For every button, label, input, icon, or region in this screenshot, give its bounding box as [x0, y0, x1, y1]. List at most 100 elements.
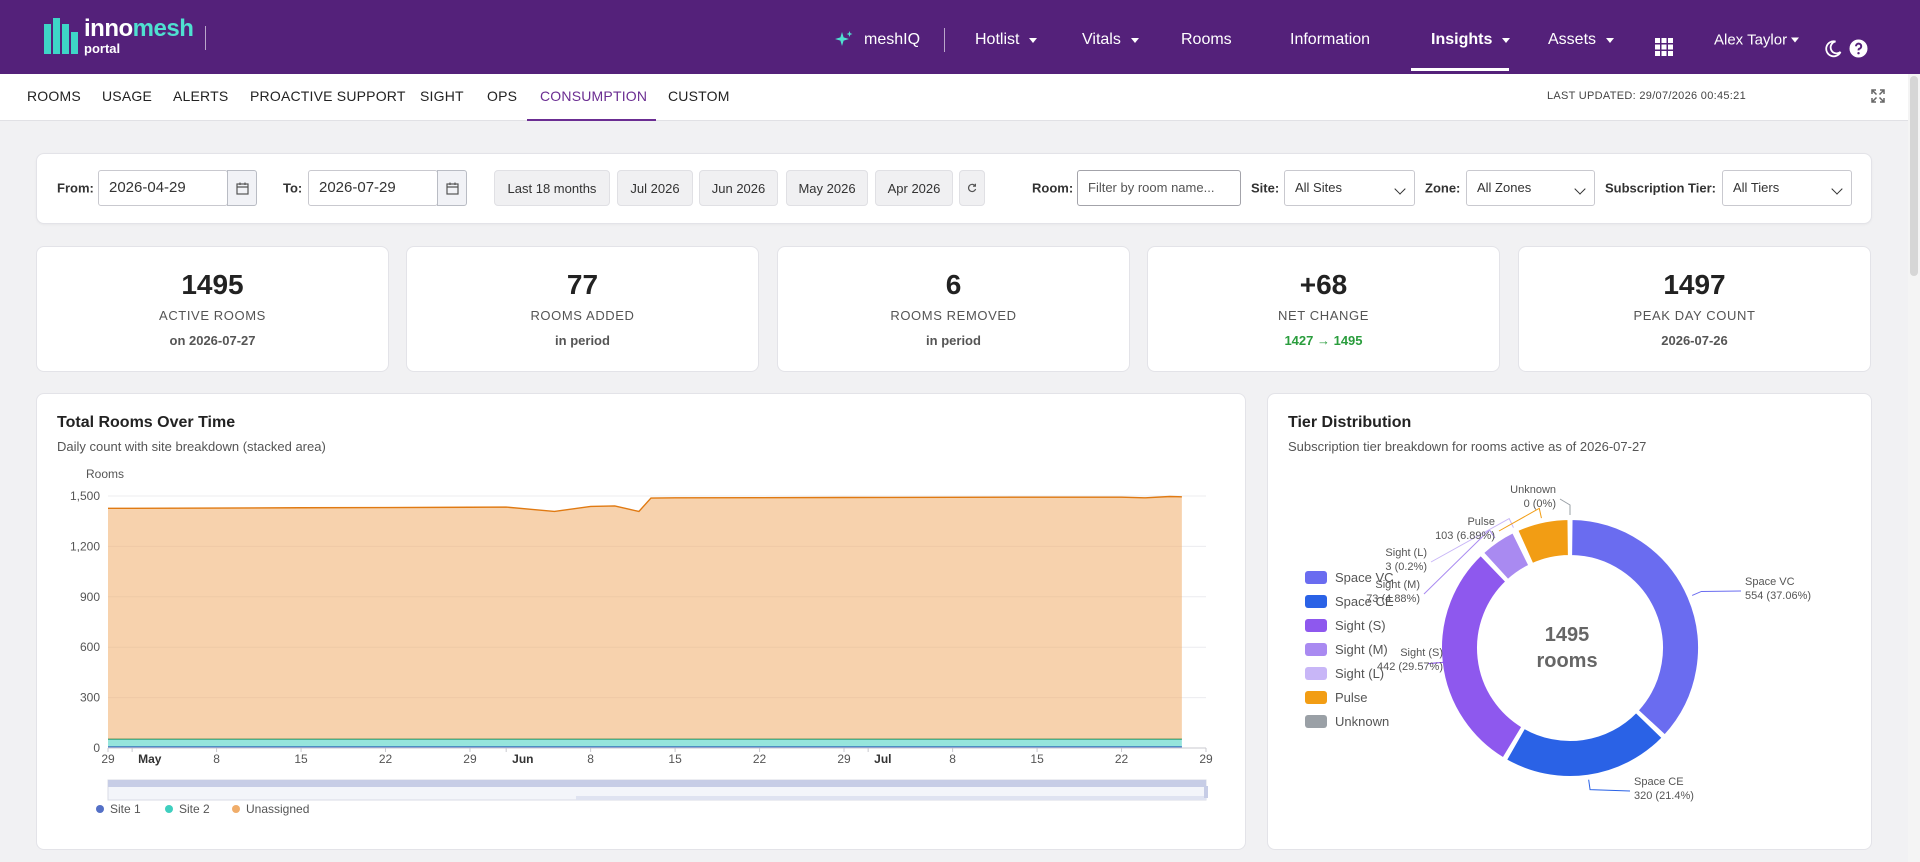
legend-swatch	[1305, 643, 1327, 656]
rooms-area-chart: 0 300 600 900 1,200 1,500 Rooms 29 May 8 15 22 29 Jun…	[70, 467, 1213, 801]
tab-consumption[interactable]: CONSUMPTION	[540, 88, 648, 104]
y-tick-label: 1,500	[70, 489, 100, 503]
area-site-2	[108, 739, 1182, 747]
nav-divider	[944, 28, 945, 52]
leader-line-space-ce	[1588, 779, 1631, 792]
y-tick-label: 900	[80, 590, 100, 604]
nav-active-indicator	[1411, 68, 1509, 71]
nav-insights[interactable]: Insights	[1431, 31, 1511, 49]
stat-label: ACTIVE ROOMS	[159, 308, 266, 323]
nav-vitals[interactable]: Vitals	[1082, 31, 1139, 49]
x-tick-label: 22	[1115, 752, 1129, 766]
dark-mode-icon[interactable]	[1824, 40, 1842, 58]
stat-rooms-removed: 6 ROOMS REMOVED in period	[777, 246, 1130, 372]
slice-name-label: Space VC	[1745, 576, 1795, 588]
slice-name-label: Unknown	[1510, 484, 1556, 496]
brand-logo[interactable]: innomesh portal	[44, 15, 194, 56]
preset-may-2026[interactable]: May 2026	[786, 170, 868, 206]
preset-jun-2026[interactable]: Jun 2026	[699, 170, 778, 206]
preset-jul-2026[interactable]: Jul 2026	[617, 170, 693, 206]
legend-label: Sight (L)	[1335, 666, 1385, 681]
site-select[interactable]: All Sites	[1284, 170, 1415, 206]
x-tick-label: 29	[463, 752, 477, 766]
slice-sight-m	[1481, 530, 1531, 582]
stat-sub: 2026-07-26	[1661, 333, 1728, 348]
x-tick-label: 29	[101, 752, 115, 766]
stat-sub: in period	[555, 333, 610, 348]
tab-sight[interactable]: SIGHT	[420, 88, 464, 104]
refresh-button[interactable]	[959, 170, 985, 206]
zone-select[interactable]: All Zones	[1466, 170, 1595, 206]
to-calendar-button[interactable]	[437, 170, 467, 206]
x-tick-label: Jul	[874, 752, 891, 766]
slice-space-ce	[1504, 710, 1665, 778]
tier-legend-space-vc[interactable]: Space VC	[1305, 570, 1394, 585]
fullscreen-icon[interactable]	[1871, 89, 1885, 103]
legend-swatch	[1305, 691, 1327, 704]
user-menu[interactable]: Alex Taylor	[1714, 32, 1800, 49]
meshiq-link[interactable]: meshIQ	[834, 30, 920, 50]
from-date-input[interactable]: 2026-04-29	[98, 170, 228, 206]
slice-sight-s	[1440, 553, 1524, 760]
slice-value-label: 103 (6.89%)	[1435, 530, 1495, 542]
tab-proactive-support[interactable]: PROACTIVE SUPPORT	[250, 88, 406, 104]
tab-rooms[interactable]: ROOMS	[27, 88, 81, 104]
legend-item-site-2[interactable]: Site 2	[165, 802, 210, 816]
tab-alerts[interactable]: ALERTS	[173, 88, 229, 104]
tab-ops[interactable]: OPS	[487, 88, 518, 104]
zone-select-value: All Zones	[1477, 180, 1532, 195]
preset-last-18-months[interactable]: Last 18 months	[494, 170, 610, 206]
tab-active-indicator	[527, 119, 656, 121]
slice-name-label: Sight (S)	[1400, 647, 1443, 659]
chevron-down-icon	[1831, 183, 1843, 195]
slice-pulse	[1515, 517, 1570, 566]
legend-item-site-1[interactable]: Site 1	[96, 802, 141, 816]
site-select-value: All Sites	[1295, 180, 1342, 195]
stat-peak-day-count: 1497 PEAK DAY COUNT 2026-07-26	[1518, 246, 1871, 372]
legend-item-unassigned[interactable]: Unassigned	[232, 802, 309, 816]
slice-space-vc	[1570, 517, 1700, 737]
x-tick-label: 8	[949, 752, 956, 766]
from-label: From:	[57, 180, 94, 196]
tab-custom[interactable]: CUSTOM	[668, 88, 730, 104]
nav-label: Vitals	[1082, 31, 1121, 48]
help-icon[interactable]	[1849, 39, 1868, 58]
nav-assets[interactable]: Assets	[1548, 31, 1615, 49]
tab-usage[interactable]: USAGE	[102, 88, 153, 104]
chart-subtitle: Subscription tier breakdown for rooms ac…	[1288, 439, 1647, 454]
y-tick-label: 1,200	[70, 539, 100, 553]
nav-information[interactable]: Information	[1290, 31, 1370, 49]
preset-apr-2026[interactable]: Apr 2026	[875, 170, 953, 206]
calendar-icon	[445, 182, 459, 195]
tier-legend-sight-s[interactable]: Sight (S)	[1305, 618, 1386, 633]
tier-legend-sight-l[interactable]: Sight (L)	[1305, 666, 1384, 681]
area-unassigned	[108, 496, 1182, 740]
to-date-input[interactable]: 2026-07-29	[308, 170, 438, 206]
legend-swatch	[1305, 619, 1327, 632]
tier-legend-pulse[interactable]: Pulse	[1305, 690, 1368, 705]
scrollbar-thumb[interactable]	[1910, 76, 1918, 276]
top-navbar	[0, 0, 1920, 74]
tier-select[interactable]: All Tiers	[1722, 170, 1852, 206]
room-filter-input[interactable]: Filter by room name...	[1077, 170, 1241, 206]
nav-hotlist[interactable]: Hotlist	[975, 31, 1038, 49]
x-tick-label: May	[138, 752, 162, 766]
nav-rooms[interactable]: Rooms	[1181, 31, 1232, 49]
nav-label: Rooms	[1181, 31, 1232, 48]
tier-legend-unknown[interactable]: Unknown	[1305, 714, 1389, 729]
leader-line-sight-l	[1430, 517, 1514, 563]
refresh-icon	[967, 183, 977, 193]
legend-swatch	[1305, 571, 1327, 584]
brand-name-a: inno	[84, 15, 133, 42]
from-calendar-button[interactable]	[227, 170, 257, 206]
donut-center-value: 1495	[1545, 624, 1590, 646]
caret-down-icon	[1791, 37, 1800, 43]
stat-label: ROOMS ADDED	[530, 308, 635, 323]
slice-value-label: 0 (0%)	[1524, 498, 1556, 510]
nav-label: Information	[1290, 31, 1371, 48]
stat-label: NET CHANGE	[1278, 308, 1369, 323]
y-axis-label: Rooms	[86, 467, 124, 481]
apps-grid-icon[interactable]	[1655, 38, 1673, 56]
tier-legend-space-ce[interactable]: Space CE	[1305, 594, 1394, 609]
tier-legend-sight-m[interactable]: Sight (M)	[1305, 642, 1388, 657]
